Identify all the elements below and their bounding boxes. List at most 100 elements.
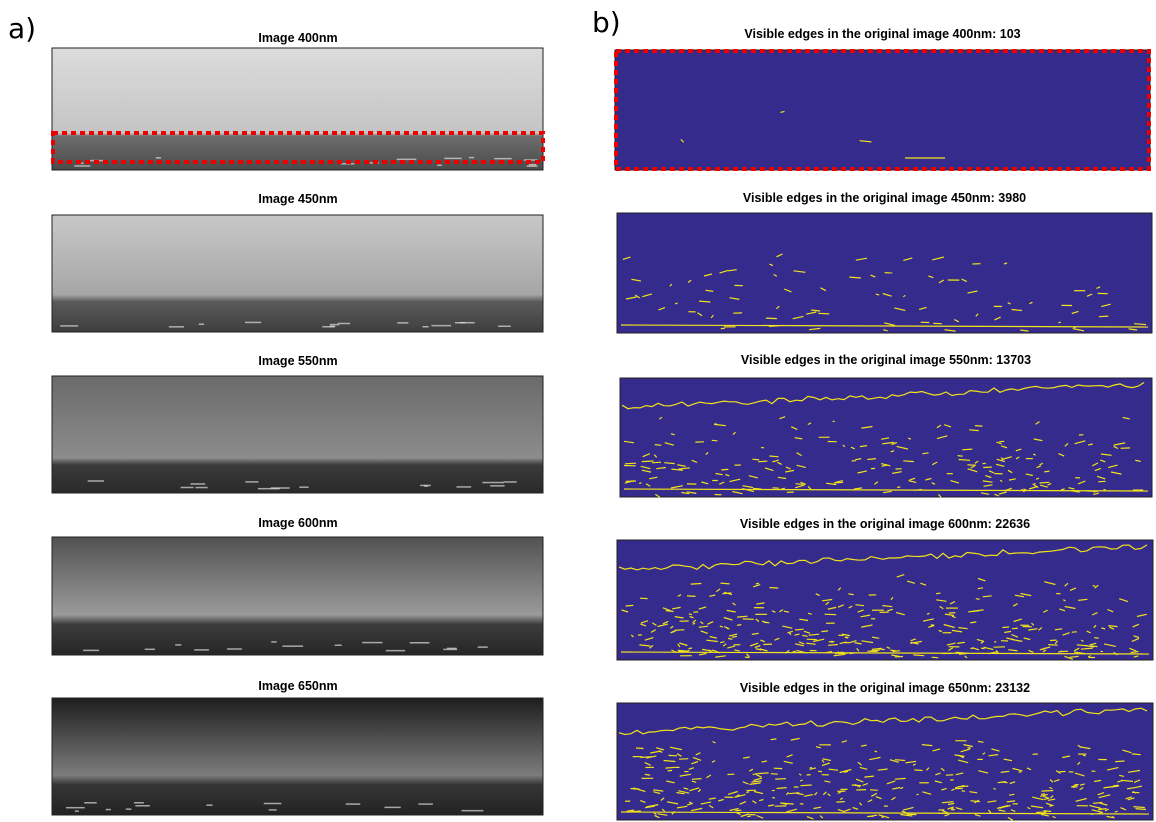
image-detail — [195, 486, 208, 489]
edge — [894, 307, 906, 311]
edge — [880, 463, 891, 467]
edge — [995, 463, 1005, 467]
edge — [796, 464, 806, 468]
edge — [755, 582, 760, 585]
edge — [987, 809, 992, 814]
edge — [1108, 625, 1118, 628]
edge — [1001, 456, 1012, 461]
edge — [657, 623, 669, 628]
edge — [1133, 806, 1145, 809]
edge — [686, 595, 696, 597]
edge — [712, 740, 716, 744]
edge — [770, 773, 778, 775]
edge — [794, 628, 804, 631]
edge — [925, 477, 932, 481]
horizon-edge — [618, 707, 1148, 736]
edge — [1062, 755, 1071, 759]
edge — [854, 458, 862, 461]
edge — [735, 794, 746, 798]
image-detail — [299, 486, 309, 488]
edge — [935, 592, 941, 595]
edge — [651, 622, 657, 626]
edge — [1113, 442, 1126, 446]
edge — [926, 767, 930, 771]
edge — [778, 609, 784, 613]
edge — [900, 813, 913, 817]
edge — [827, 606, 837, 610]
edge — [1033, 484, 1039, 489]
edge — [891, 796, 896, 801]
panel-label: a) — [8, 12, 36, 45]
edge — [742, 756, 750, 759]
edge — [1104, 808, 1109, 812]
edge — [755, 618, 760, 623]
edge — [1055, 770, 1061, 774]
edge — [697, 312, 703, 317]
edge — [987, 800, 997, 803]
edge — [678, 467, 690, 470]
edge — [890, 450, 895, 453]
edge — [700, 630, 708, 634]
edge — [752, 773, 758, 776]
image-detail — [74, 165, 91, 167]
edge — [1094, 584, 1099, 589]
image-detail — [83, 649, 100, 652]
edge — [710, 314, 714, 319]
edge — [943, 623, 955, 629]
image-detail — [133, 802, 144, 804]
edge — [871, 792, 878, 797]
edge — [878, 814, 890, 819]
edge — [1008, 649, 1018, 652]
edge — [692, 622, 696, 625]
edge — [918, 306, 927, 310]
edge — [1094, 779, 1102, 783]
edge — [1069, 587, 1077, 591]
edge — [689, 787, 700, 792]
edge — [798, 773, 802, 776]
edge — [877, 768, 888, 771]
edge — [1133, 635, 1140, 639]
edge — [1064, 655, 1074, 660]
edge — [777, 476, 787, 480]
edge — [1086, 630, 1091, 634]
horizon-edge — [621, 381, 1145, 410]
edge — [688, 613, 693, 616]
edge — [665, 766, 676, 769]
edge — [970, 647, 974, 650]
edge — [906, 580, 916, 584]
edge — [903, 460, 914, 463]
image-detail — [461, 809, 484, 812]
edge — [800, 784, 812, 787]
edge — [729, 478, 741, 483]
edge — [951, 629, 963, 633]
edge — [708, 797, 716, 800]
edge — [771, 610, 776, 613]
edge — [1128, 769, 1141, 773]
edge — [821, 598, 833, 602]
edge — [861, 624, 873, 628]
edge — [861, 425, 873, 429]
image-detail — [482, 481, 504, 484]
edge — [1117, 779, 1124, 783]
edge — [756, 814, 764, 819]
edge — [862, 782, 869, 787]
edge — [870, 789, 878, 791]
edge — [882, 605, 893, 608]
edge — [892, 471, 902, 474]
edge — [706, 774, 712, 779]
edge — [894, 777, 906, 780]
edge — [719, 641, 725, 644]
edge — [751, 780, 762, 783]
edge — [967, 290, 978, 294]
image-detail — [456, 486, 472, 488]
edge — [1120, 807, 1127, 811]
edge — [822, 791, 827, 796]
edge — [688, 647, 693, 650]
edge — [699, 652, 707, 656]
image-title: Image 650nm — [258, 679, 337, 693]
edge — [639, 644, 651, 647]
edge — [669, 283, 673, 287]
image-detail — [384, 806, 401, 809]
edge — [1119, 774, 1125, 777]
edge — [886, 780, 896, 785]
